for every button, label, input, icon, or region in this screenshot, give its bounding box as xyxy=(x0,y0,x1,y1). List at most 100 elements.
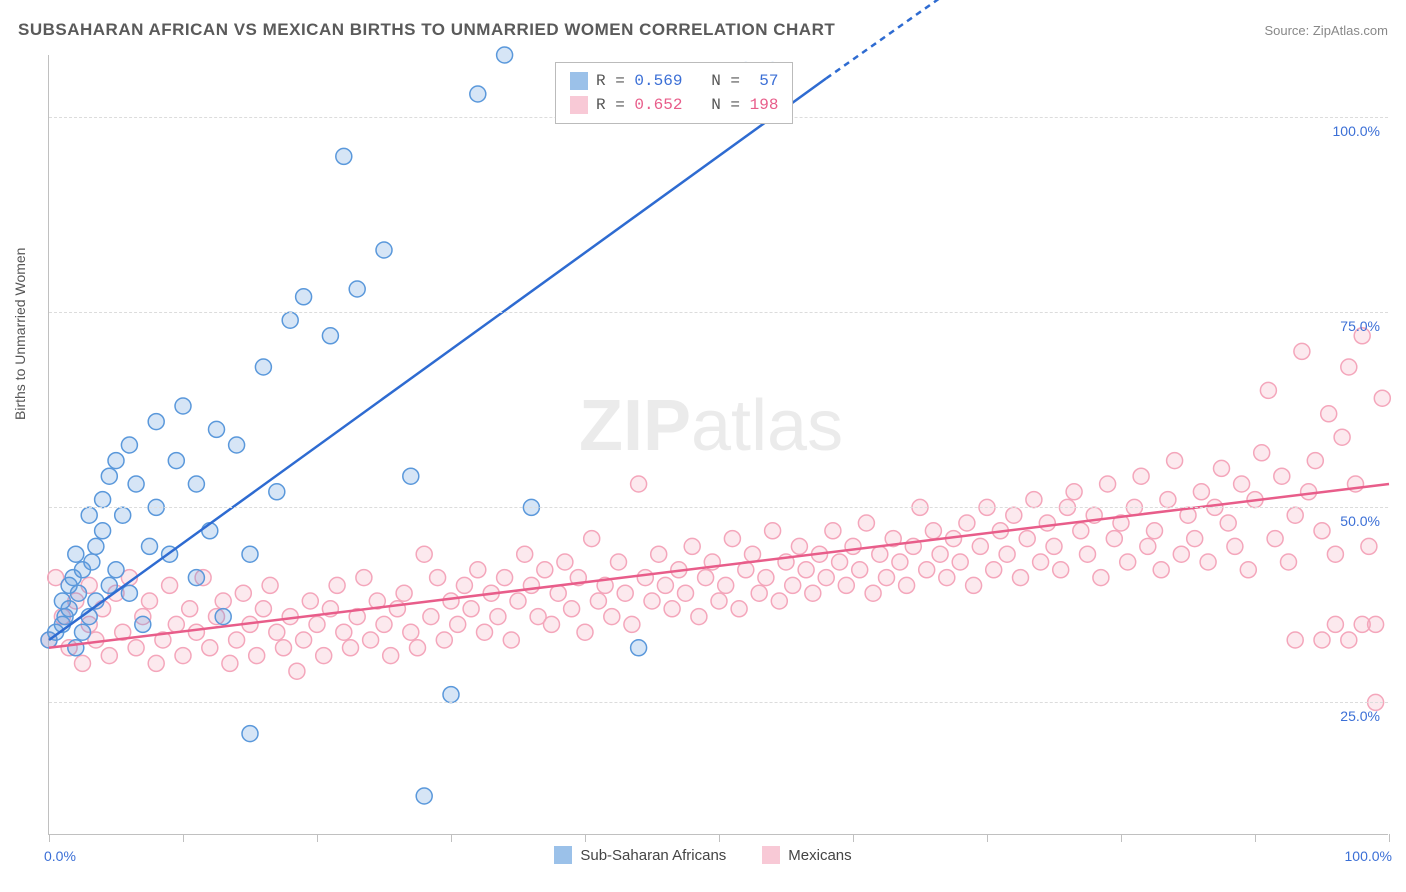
scatter-point xyxy=(1254,445,1270,461)
scatter-point xyxy=(262,577,278,593)
scatter-point xyxy=(490,609,506,625)
scatter-point xyxy=(845,538,861,554)
scatter-point xyxy=(470,86,486,102)
scatter-point xyxy=(925,523,941,539)
scatter-point xyxy=(376,242,392,258)
scatter-point xyxy=(336,148,352,164)
scatter-point xyxy=(463,601,479,617)
scatter-point xyxy=(329,577,345,593)
stats-swatch xyxy=(570,72,588,90)
scatter-point xyxy=(202,640,218,656)
scatter-point xyxy=(282,312,298,328)
scatter-point xyxy=(162,577,178,593)
scatter-point xyxy=(1133,468,1149,484)
stats-swatch xyxy=(570,96,588,114)
scatter-point xyxy=(1214,460,1230,476)
scatter-point xyxy=(101,468,117,484)
scatter-point xyxy=(745,546,761,562)
y-tick-label: 25.0% xyxy=(1340,708,1380,724)
scatter-point xyxy=(84,554,100,570)
scatter-point xyxy=(791,538,807,554)
stats-legend-box: R = 0.569 N = 57R = 0.652 N = 198 xyxy=(555,62,793,124)
scatter-point xyxy=(631,640,647,656)
scatter-point xyxy=(838,577,854,593)
scatter-point xyxy=(523,577,539,593)
stats-row: R = 0.652 N = 198 xyxy=(570,93,778,117)
scatter-point xyxy=(88,538,104,554)
scatter-point xyxy=(450,616,466,632)
trend-line xyxy=(49,484,1389,648)
scatter-point xyxy=(142,593,158,609)
scatter-point xyxy=(356,570,372,586)
scatter-point xyxy=(188,476,204,492)
scatter-point xyxy=(1374,390,1390,406)
y-tick-label: 100.0% xyxy=(1333,123,1380,139)
scatter-point xyxy=(148,655,164,671)
scatter-point xyxy=(1033,554,1049,570)
scatter-point xyxy=(396,585,412,601)
scatter-point xyxy=(1026,492,1042,508)
scatter-point xyxy=(1200,554,1216,570)
scatter-point xyxy=(443,593,459,609)
scatter-point xyxy=(590,593,606,609)
scatter-point xyxy=(899,577,915,593)
scatter-point xyxy=(349,281,365,297)
scatter-point xyxy=(751,585,767,601)
y-axis-label: Births to Unmarried Women xyxy=(12,248,28,420)
scatter-point xyxy=(966,577,982,593)
scatter-point xyxy=(436,632,452,648)
scatter-point xyxy=(363,632,379,648)
scatter-point xyxy=(269,624,285,640)
scatter-point xyxy=(128,640,144,656)
scatter-point xyxy=(376,616,392,632)
scatter-point xyxy=(430,570,446,586)
scatter-point xyxy=(657,577,673,593)
scatter-point xyxy=(497,570,513,586)
scatter-point xyxy=(510,593,526,609)
chart-title: SUBSAHARAN AFRICAN VS MEXICAN BIRTHS TO … xyxy=(18,20,835,40)
scatter-point xyxy=(1013,570,1029,586)
legend-item: Sub-Saharan Africans xyxy=(554,846,726,864)
scatter-point xyxy=(771,593,787,609)
gridline xyxy=(49,312,1388,313)
scatter-point xyxy=(121,437,137,453)
scatter-point xyxy=(1240,562,1256,578)
scatter-svg xyxy=(49,55,1388,834)
scatter-point xyxy=(1120,554,1136,570)
scatter-point xyxy=(269,484,285,500)
scatter-point xyxy=(805,585,821,601)
x-tick xyxy=(853,834,854,842)
x-tick xyxy=(987,834,988,842)
scatter-point xyxy=(939,570,955,586)
scatter-point xyxy=(108,453,124,469)
scatter-point xyxy=(698,570,714,586)
legend-bottom: Sub-Saharan Africans Mexicans xyxy=(0,846,1406,864)
scatter-point xyxy=(758,570,774,586)
scatter-point xyxy=(1187,531,1203,547)
scatter-point xyxy=(1274,468,1290,484)
legend-item: Mexicans xyxy=(762,846,851,864)
scatter-point xyxy=(410,640,426,656)
scatter-point xyxy=(296,632,312,648)
scatter-point xyxy=(544,616,560,632)
scatter-point xyxy=(972,538,988,554)
scatter-point xyxy=(383,648,399,664)
scatter-point xyxy=(168,453,184,469)
scatter-point xyxy=(235,585,251,601)
legend-swatch xyxy=(762,846,780,864)
scatter-point xyxy=(872,546,888,562)
x-tick xyxy=(1121,834,1122,842)
scatter-point xyxy=(631,476,647,492)
scatter-point xyxy=(121,585,137,601)
scatter-point xyxy=(209,421,225,437)
x-axis-label: 0.0% xyxy=(44,848,76,864)
scatter-point xyxy=(584,531,600,547)
gridline xyxy=(49,507,1388,508)
scatter-point xyxy=(148,414,164,430)
x-axis-label: 100.0% xyxy=(1345,848,1392,864)
scatter-point xyxy=(678,585,694,601)
x-tick xyxy=(317,834,318,842)
scatter-point xyxy=(175,648,191,664)
scatter-point xyxy=(517,546,533,562)
scatter-point xyxy=(892,554,908,570)
